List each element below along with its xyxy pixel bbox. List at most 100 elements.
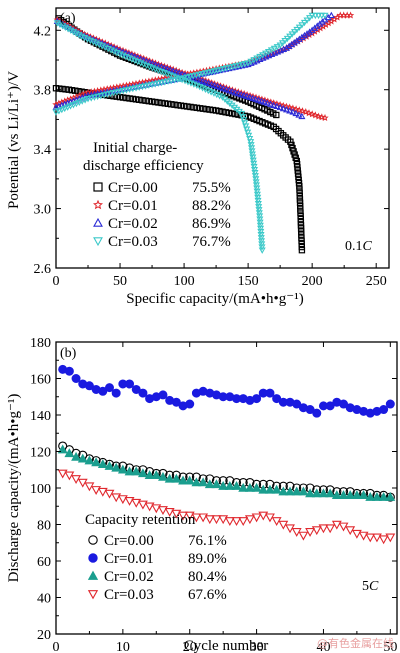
panel-b-series-2-point — [285, 486, 295, 496]
panel-a-series-0-discharge-point — [177, 102, 185, 109]
panel-b-series-1-point — [131, 384, 141, 394]
panel-a-series-2-discharge-point — [283, 44, 291, 51]
panel-a-series-2-charge-point — [292, 109, 300, 117]
watermark: @有色金属在线 — [317, 637, 394, 650]
panel-a-series-3-charge-point — [253, 188, 261, 195]
panel-b-series-3-point — [151, 504, 162, 514]
panel-a-legend-name-0: Cr=0.00 — [108, 180, 158, 196]
panel-a-series-0-discharge-point — [52, 85, 60, 92]
panel-b-series-2-point — [271, 484, 282, 494]
panel-b-series-3-point — [171, 509, 182, 519]
panel-a-series-0-discharge-point — [139, 97, 146, 104]
panel-a-rate-number: 0.1 — [345, 239, 363, 254]
panel-a-series-1-charge-point — [249, 92, 257, 100]
panel-b-series-3-point — [191, 513, 202, 523]
panel-b-y-tick-label: 180 — [30, 336, 51, 351]
panel-a-series-3-discharge-point — [122, 87, 130, 94]
panel-a-series-3-discharge-point — [81, 97, 89, 104]
panel-b-legend-marker-0 — [88, 535, 98, 545]
panel-a-series-1-charge-point — [311, 111, 320, 119]
panel-b-x-tick-label: 10 — [116, 640, 130, 653]
panel-a-series-2-charge-point — [225, 86, 233, 94]
panel-b-legend-title: Capacity retention — [85, 512, 196, 528]
panel-a-series-3-discharge-point — [180, 75, 188, 82]
panel-a-series-3-charge-point — [250, 166, 259, 174]
panel-a-series-0-charge-point — [273, 111, 280, 119]
panel-a-series-2-charge-point — [279, 104, 287, 112]
panel-b-y-tick-label: 60 — [37, 555, 51, 570]
panel-b-y-axis-label: Discharge capacity/(mA•h•g⁻¹) — [6, 394, 22, 583]
panel-a-y-tick-label: 3.4 — [34, 143, 52, 158]
panel-b-x-tick-label: 30 — [250, 640, 264, 653]
panel-b-series-2-point — [385, 491, 396, 501]
panel-a-series-3-charge-point — [255, 207, 263, 214]
panel-b-points — [57, 364, 396, 545]
panel-a-x-tick-label: 250 — [366, 274, 387, 289]
panel-b-series-2-point — [211, 479, 222, 489]
panel-b-series-3-point — [137, 500, 148, 510]
panel-a-series-3-discharge-point — [61, 105, 69, 113]
panel-a-series-3-discharge-point — [90, 94, 98, 101]
panel-b-series-3-point — [278, 520, 289, 530]
panel-a-legend-title-line1: Initial charge- — [93, 140, 177, 156]
panel-b-series-3-point — [77, 478, 88, 488]
panel-b-series-3-point — [131, 498, 142, 508]
panel-a-series-3-discharge-point — [84, 95, 92, 103]
panel-a-series-3-charge-point — [252, 179, 260, 186]
panel-b-series-3-point — [238, 517, 249, 526]
panel-b-series-2-point — [372, 491, 382, 501]
panel-a-series-2-charge-point — [231, 88, 239, 96]
panel-b-series-2-point — [158, 471, 168, 481]
panel-a-rate-unit: C — [363, 239, 373, 254]
panel-b-series-2-point — [191, 477, 202, 487]
panel-b-series-3-point — [57, 469, 68, 479]
panel-b-x-tick-label: 40 — [316, 640, 330, 653]
panel-a-series-3-discharge-point — [72, 100, 80, 108]
panel-b-series-1-point — [84, 381, 94, 391]
panel-a-x-tick-label: 0 — [53, 274, 60, 289]
panel-b-series-2-point — [178, 475, 188, 485]
panel-a-series-2-charge-point — [286, 107, 294, 114]
panel-a-series-1-charge-point — [298, 107, 307, 115]
panel-a-series-3-charge-point — [67, 27, 75, 35]
panel-a-series-2-charge-point — [252, 95, 260, 102]
panel-a-y-tick-label: 4.2 — [34, 24, 52, 39]
panel-b-series-2-point — [378, 491, 389, 501]
panel-b-series-3-point — [385, 533, 396, 543]
panel-a-series-0-discharge-point — [287, 138, 294, 145]
panel-a-series-0-discharge-point — [296, 183, 303, 190]
panel-a-series-3-discharge-point — [189, 73, 197, 80]
panel-a-series-3-charge-point — [257, 238, 266, 245]
panel-a-series-3-discharge-point — [170, 77, 179, 84]
panel-a-series-0-discharge-point — [62, 86, 69, 93]
panel-a-series-2-charge-point — [211, 81, 219, 89]
panel-a-series-0-discharge-point — [158, 99, 165, 107]
panel-a-y-tick-label: 3.8 — [34, 84, 52, 99]
panel-a-series-2-charge-point — [270, 101, 278, 108]
panel-a-series-3-charge-point — [258, 244, 266, 251]
panel-a-series-3-discharge-point — [198, 70, 206, 78]
panel-b-series-1-point — [305, 405, 315, 415]
panel-b-y-tick-label: 20 — [37, 628, 51, 643]
panel-a-series-3-charge-point — [242, 123, 250, 130]
panel-a-series-3-discharge-point — [116, 88, 124, 95]
panel-a-series-0-discharge-point — [216, 107, 223, 115]
panel-a-series-3-charge-point — [238, 110, 246, 118]
panel-b-series-2-point — [171, 473, 182, 483]
panel-b-series-3-point — [338, 522, 349, 532]
panel-a-series-3-discharge-point — [276, 42, 284, 49]
panel-a-series-1-charge-point — [267, 98, 275, 106]
panel-b-series-3-point — [244, 515, 255, 525]
panel-a-series-1-charge-point — [321, 113, 329, 122]
panel-a-rate-label: 0.1C — [345, 239, 373, 254]
panel-b-series-2-point — [77, 453, 88, 463]
panel-b-series-1-point — [265, 388, 275, 398]
panel-a-series-2-charge-point — [216, 83, 225, 91]
panel-b-legend-value-3: 67.6% — [188, 587, 227, 603]
panel-a-series-0-discharge-point — [196, 105, 204, 112]
panel-a-series-3-charge-point — [257, 225, 265, 233]
panel-a-series-3-charge-point — [257, 232, 265, 239]
panel-a-series-0-discharge-point — [289, 144, 296, 152]
panel-a-series-3-discharge-point — [58, 106, 66, 114]
